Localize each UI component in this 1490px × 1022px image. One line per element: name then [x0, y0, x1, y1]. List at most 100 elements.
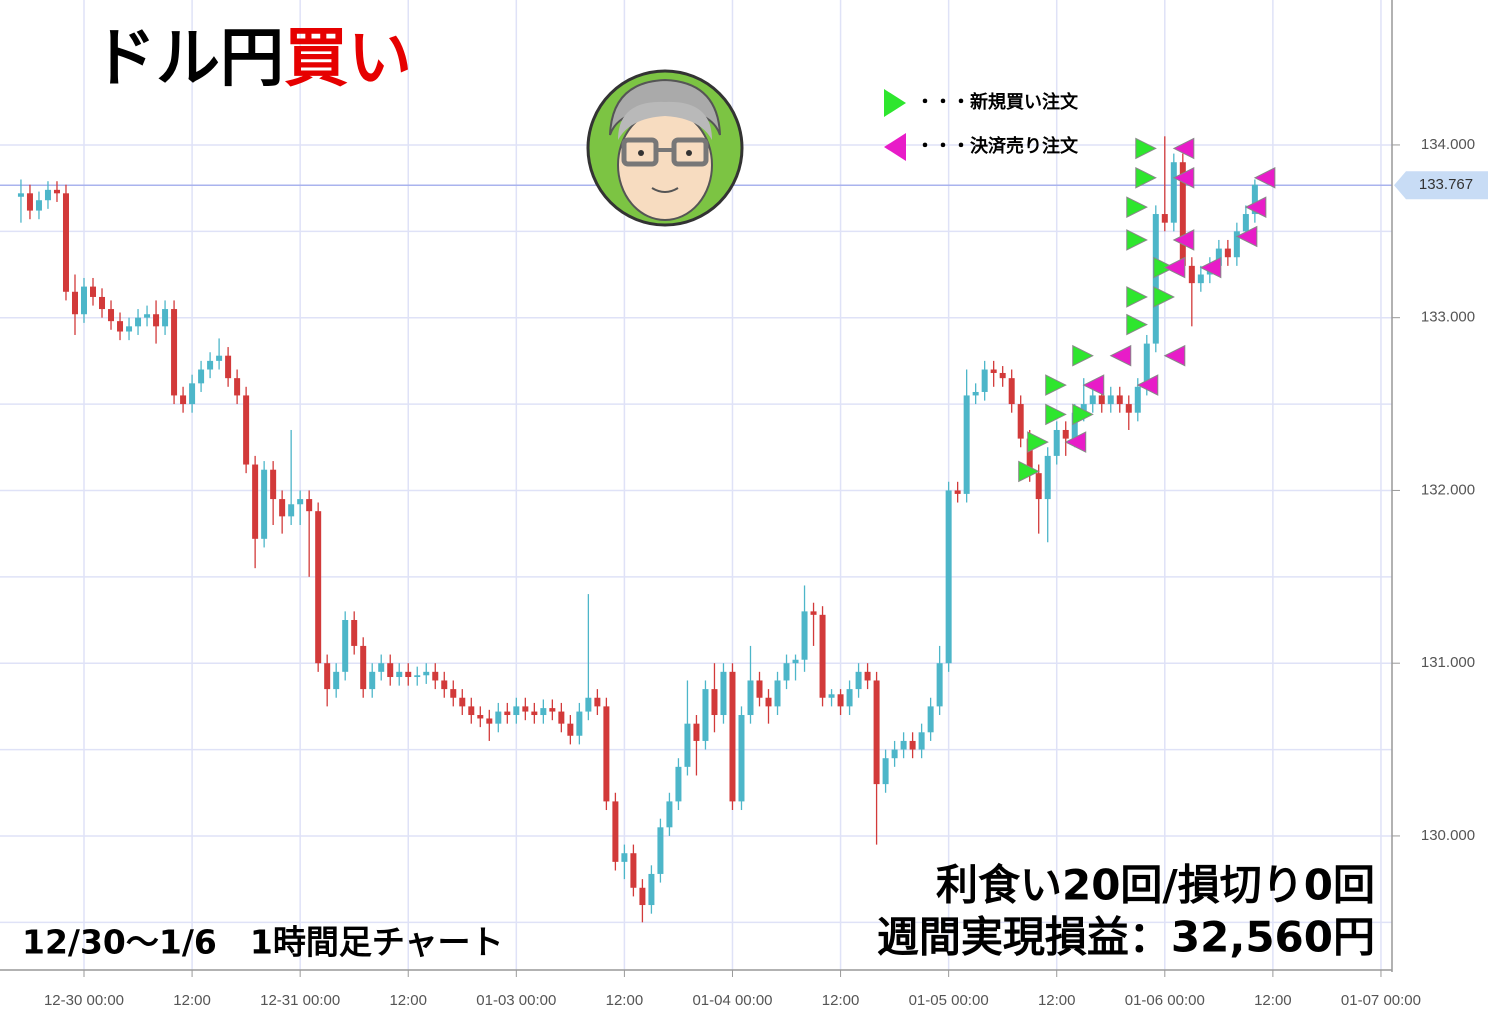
- candle-body: [342, 620, 349, 672]
- candle-body: [252, 464, 259, 539]
- legend-marker: [884, 133, 906, 161]
- candle-body: [396, 671, 403, 678]
- order-marker: [1126, 286, 1148, 308]
- candle-body: [918, 732, 925, 750]
- x-tick-label: 01-04 00:00: [692, 992, 772, 1009]
- candle-body: [1224, 248, 1231, 258]
- candle-body: [891, 749, 898, 759]
- x-tick-label: 12-31 00:00: [260, 992, 340, 1009]
- candle-body: [837, 694, 844, 707]
- candle-body: [1242, 214, 1249, 232]
- legend: ・・・新規買い注文・・・決済売り注文: [884, 89, 1079, 161]
- candle-body: [315, 511, 322, 664]
- candle-body: [1179, 162, 1186, 266]
- candle-body: [738, 715, 745, 802]
- y-tick-label: 130.000: [1421, 827, 1475, 844]
- candle-body: [828, 694, 835, 698]
- x-tick-label: 01-05 00:00: [909, 992, 989, 1009]
- y-tick-label: 134.000: [1421, 136, 1475, 153]
- candle-body: [909, 740, 916, 750]
- candle-body: [783, 663, 790, 681]
- candle-body: [522, 706, 529, 712]
- candle-body: [81, 286, 87, 315]
- candle-body: [774, 680, 781, 707]
- candle-body: [1080, 404, 1087, 413]
- candle-body: [495, 711, 502, 724]
- candle-body: [35, 200, 42, 211]
- candle-body: [1152, 214, 1159, 344]
- candle-body: [26, 193, 33, 211]
- y-tick-label: 132.000: [1421, 481, 1475, 498]
- order-marker: [1199, 256, 1222, 279]
- candle-body: [234, 378, 241, 396]
- candle-body: [1215, 248, 1222, 266]
- x-tick-label: 12:00: [1038, 992, 1076, 1009]
- candle-body: [1161, 214, 1168, 223]
- order-marker: [1172, 229, 1195, 251]
- candle-body: [927, 706, 934, 733]
- candle-body: [450, 689, 457, 698]
- candle-body: [270, 469, 277, 500]
- candle-body: [216, 355, 223, 361]
- candle-body: [819, 614, 826, 698]
- candle-body: [1251, 184, 1258, 215]
- order-marker: [1244, 196, 1267, 218]
- candle-body: [594, 697, 601, 707]
- order-marker: [1253, 166, 1276, 189]
- price-label: 133.767: [1419, 176, 1473, 193]
- candle-body: [1008, 378, 1015, 405]
- x-tick-label: 12:00: [173, 992, 211, 1009]
- candle-body: [1134, 386, 1141, 413]
- candle-body: [90, 286, 97, 297]
- candle-body: [1062, 429, 1069, 439]
- candles: [17, 136, 1258, 923]
- candle-body: [62, 193, 69, 292]
- order-marker: [1045, 403, 1067, 426]
- candle-body: [171, 309, 178, 396]
- avatar: [586, 69, 744, 227]
- candle-body: [17, 193, 24, 197]
- candle-body: [504, 711, 511, 716]
- candle-body: [1188, 265, 1195, 284]
- candle-body: [288, 504, 295, 517]
- candle-body: [990, 369, 997, 373]
- candle-body: [729, 671, 736, 802]
- candle-body: [414, 675, 421, 678]
- title-part: ドル円: [92, 22, 284, 96]
- y-tick-label: 131.000: [1421, 654, 1475, 671]
- candle-body: [585, 697, 592, 712]
- candle-body: [468, 706, 475, 716]
- candle-body: [981, 369, 988, 392]
- candle-body: [693, 723, 700, 741]
- candle-body: [44, 189, 51, 201]
- order-marker: [1126, 229, 1148, 251]
- candle-body: [1170, 162, 1177, 223]
- candle-body: [459, 697, 466, 707]
- candle-body: [333, 671, 340, 690]
- candle-body: [117, 321, 124, 332]
- candle-body: [1143, 343, 1150, 387]
- candle-body: [108, 309, 115, 322]
- candle-body: [1089, 395, 1096, 405]
- candle-body: [657, 827, 664, 874]
- candle-body: [954, 490, 961, 494]
- candle-body: [351, 620, 358, 646]
- x-tick-label: 12:00: [389, 992, 427, 1009]
- candle-body: [630, 853, 637, 888]
- candle-body: [1116, 395, 1123, 405]
- candle-body: [882, 758, 889, 785]
- candle-body: [873, 680, 880, 785]
- x-tick-label: 01-03 00:00: [476, 992, 556, 1009]
- order-marker: [1126, 313, 1148, 336]
- order-marker: [1027, 431, 1049, 453]
- summary: 利食い20回/損切り0回: [936, 861, 1375, 910]
- candle-body: [1044, 455, 1051, 500]
- candle-body: [243, 395, 250, 465]
- candle-body: [378, 663, 385, 672]
- legend-label: ・・・決済売り注文: [916, 135, 1079, 157]
- candle-body: [144, 314, 151, 318]
- candle-body: [747, 680, 754, 716]
- order-marker: [1136, 374, 1159, 396]
- candle-body: [71, 291, 78, 315]
- candle-body: [936, 663, 943, 707]
